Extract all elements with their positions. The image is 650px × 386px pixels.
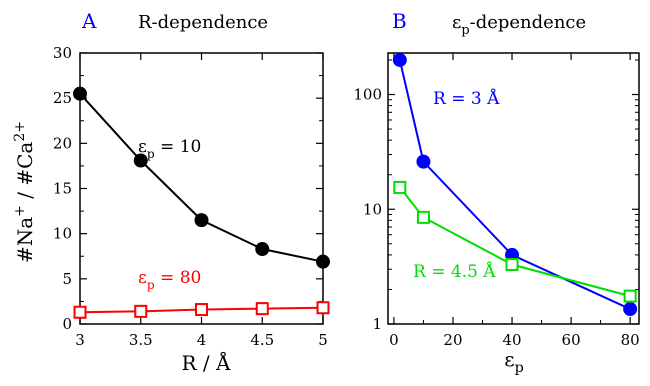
series-label-r3: R = 3 Å — [433, 88, 500, 109]
data-point — [255, 242, 270, 257]
panel-letter-a: A — [81, 9, 97, 33]
series-label-eps10: εp = 10 — [138, 137, 201, 161]
y-axis-label-a: #Na+ / #Ca2+ — [12, 121, 37, 263]
data-point — [623, 302, 638, 317]
x-axis-label-a: R / Å — [182, 350, 232, 375]
data-point — [134, 304, 148, 318]
y-tick-label: 15 — [53, 180, 72, 198]
data-point — [133, 153, 148, 168]
plot-frame — [387, 52, 640, 325]
panel-title-a: R-dependence — [138, 12, 268, 33]
series-label-eps80: εp = 80 — [138, 268, 201, 292]
y-tick-label: 25 — [53, 89, 72, 107]
y-tick-label: 20 — [53, 134, 72, 152]
x-tick-label: 0 — [389, 331, 399, 349]
series-line-0 — [398, 59, 631, 310]
data-point — [393, 180, 407, 194]
x-tick-label: 80 — [621, 331, 640, 349]
y-tick-label: 5 — [62, 270, 72, 288]
data-point — [195, 303, 208, 317]
data-point — [623, 289, 637, 303]
data-point — [73, 86, 87, 101]
x-axis-label-b: εp — [504, 347, 524, 376]
y-tick-label: 30 — [53, 44, 72, 62]
x-tick-label: 5 — [318, 331, 328, 349]
data-point — [316, 301, 330, 315]
x-tick-label: 60 — [562, 331, 581, 349]
x-tick-label: 3 — [75, 331, 85, 349]
x-tick-label: 4 — [197, 331, 207, 349]
data-point — [73, 305, 87, 319]
x-tick-label: 20 — [443, 331, 462, 349]
y-tick-label: 10 — [53, 225, 72, 243]
panel-b: 0 20 40 60 80 1 10 100 R = 3 Å R = 4.5 Å B εp-depen… — [353, 9, 640, 376]
x-tick-label: 4.5 — [250, 331, 274, 349]
panel-title-b: εp-dependence — [452, 12, 586, 38]
series-line-1 — [399, 186, 631, 298]
series-line-0 — [79, 92, 324, 263]
y-tick-label: 100 — [353, 86, 382, 104]
panel-a: 3 3.5 4 4.5 5 0 5 10 15 20 25 30 εp = 10 εp = 80 A R-de… — [12, 9, 330, 375]
data-point — [194, 213, 209, 228]
y-tick-label: 1 — [372, 315, 382, 333]
data-point — [255, 302, 269, 316]
data-point — [505, 258, 519, 272]
y-tick-label: 0 — [62, 315, 72, 333]
data-point — [416, 154, 431, 169]
series-label-r45: R = 4.5 Å — [413, 261, 496, 282]
data-point — [416, 210, 430, 224]
data-point — [316, 254, 330, 269]
y-tick-label: 10 — [363, 200, 382, 218]
data-point — [392, 52, 407, 67]
x-tick-label: 40 — [502, 331, 521, 349]
plot-frame — [79, 52, 324, 325]
x-tick-label: 3.5 — [129, 331, 153, 349]
panel-letter-b: B — [392, 9, 407, 33]
